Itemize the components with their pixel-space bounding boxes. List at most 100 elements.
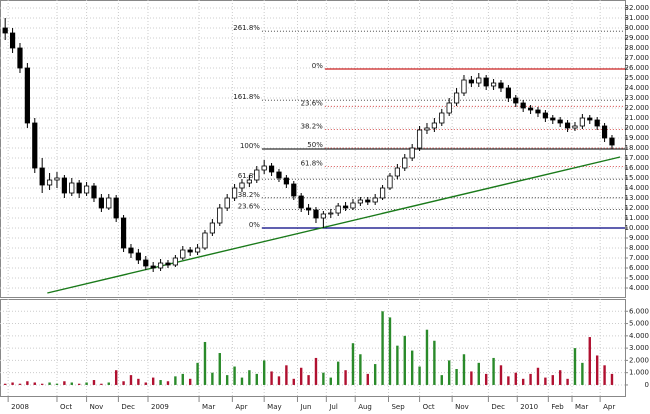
candle-body bbox=[542, 112, 548, 119]
candle-body bbox=[217, 207, 223, 224]
volume-bar bbox=[299, 367, 303, 385]
volume-bar bbox=[418, 366, 421, 385]
volume-bar bbox=[484, 373, 488, 385]
y-tick-label: 21.000 bbox=[625, 114, 650, 122]
volume-bar bbox=[292, 378, 295, 385]
candle-body bbox=[180, 249, 186, 259]
y-tick-label: 3.000 bbox=[629, 344, 649, 352]
y-tick-label: 25.000 bbox=[625, 74, 650, 82]
candle-body bbox=[135, 252, 141, 261]
volume-bar bbox=[144, 382, 147, 385]
y-tick-label: 6.000 bbox=[629, 307, 649, 315]
candle-body bbox=[357, 199, 363, 204]
candle-body bbox=[527, 107, 534, 111]
y-tick-label: 17.000 bbox=[625, 154, 650, 162]
candle-body bbox=[46, 179, 53, 186]
candle-body bbox=[439, 112, 445, 124]
candle-body bbox=[106, 197, 112, 209]
x-tick-label: Mar bbox=[575, 403, 588, 411]
y-tick-label: 30.000 bbox=[625, 24, 650, 32]
volume-bar bbox=[440, 375, 443, 385]
volume-bar bbox=[588, 337, 591, 385]
volume-bar bbox=[477, 362, 480, 385]
volume-bar bbox=[359, 354, 362, 385]
fib-label: 23.6% bbox=[238, 202, 261, 210]
x-tick-label: Feb bbox=[551, 403, 564, 411]
volume-bar bbox=[129, 375, 133, 385]
volume-bar bbox=[447, 360, 451, 385]
candle-body bbox=[453, 92, 460, 104]
candle-body bbox=[202, 232, 208, 249]
y-tick-label: 28.000 bbox=[625, 44, 650, 52]
candle-body bbox=[91, 185, 97, 199]
candle-body bbox=[446, 102, 452, 114]
volume-bar bbox=[151, 377, 155, 385]
y-tick-label: 7.000 bbox=[629, 254, 649, 262]
candle-body bbox=[187, 249, 193, 253]
fib-label: 38.2% bbox=[301, 122, 324, 130]
candle-body bbox=[490, 82, 497, 87]
candle-body bbox=[461, 79, 467, 94]
candle-body bbox=[61, 177, 67, 194]
volume-bar bbox=[40, 383, 44, 385]
volume-bar bbox=[566, 378, 569, 385]
volume-bar bbox=[373, 364, 377, 385]
y-tick-label: 5.000 bbox=[629, 274, 649, 282]
volume-bar bbox=[166, 381, 170, 385]
x-tick-label: May bbox=[267, 403, 281, 411]
volume-bar bbox=[203, 341, 207, 385]
y-tick-label: 27.000 bbox=[625, 54, 650, 62]
candle-body bbox=[172, 257, 178, 266]
volume-bar bbox=[270, 371, 273, 385]
volume-bar bbox=[470, 371, 473, 385]
volume-bar bbox=[196, 362, 199, 385]
candle-body bbox=[54, 177, 60, 181]
volume-bar bbox=[492, 357, 495, 385]
volume-bar bbox=[425, 329, 429, 385]
candle-body bbox=[283, 177, 289, 185]
x-tick-label: Oct bbox=[423, 403, 435, 411]
volume-bar bbox=[351, 343, 355, 385]
candle-body bbox=[239, 182, 245, 189]
candle-body bbox=[365, 199, 371, 203]
x-tick-label: Jun bbox=[299, 403, 311, 411]
volume-bar bbox=[277, 376, 281, 385]
candle-body bbox=[535, 109, 541, 114]
candle-body bbox=[601, 125, 608, 139]
candle-body bbox=[335, 205, 341, 214]
candle-body bbox=[83, 185, 90, 194]
y-tick-label: 1.000 bbox=[629, 369, 649, 377]
volume-bar bbox=[92, 380, 96, 385]
y-tick-label: 16.000 bbox=[625, 164, 650, 172]
volume-bar bbox=[573, 348, 577, 385]
volume-bar bbox=[211, 372, 214, 385]
x-tick-label: Nov bbox=[455, 403, 469, 411]
candle-body bbox=[98, 197, 104, 209]
y-tick-label: 4.000 bbox=[629, 284, 649, 292]
candle-body bbox=[424, 127, 430, 131]
y-tick-label: 18.000 bbox=[625, 144, 650, 152]
candle-body bbox=[416, 129, 423, 149]
y-tick-label: 20.000 bbox=[625, 124, 650, 132]
candle-body bbox=[587, 117, 593, 121]
candle-body bbox=[320, 213, 326, 219]
y-tick-label: 13.000 bbox=[625, 194, 650, 202]
volume-bar bbox=[70, 382, 73, 385]
volume-bar bbox=[551, 375, 554, 385]
x-tick-label: Sep bbox=[391, 403, 405, 411]
volume-bar bbox=[48, 382, 51, 385]
candle-body bbox=[150, 265, 156, 269]
candle-body bbox=[483, 77, 489, 87]
candle-body bbox=[2, 27, 8, 34]
candle-body bbox=[342, 205, 349, 209]
candle-body bbox=[564, 122, 571, 129]
candle-body bbox=[276, 171, 282, 179]
volume-bar bbox=[255, 373, 258, 385]
y-tick-label: 8.000 bbox=[629, 244, 649, 252]
x-tick-label: Jul bbox=[328, 403, 338, 411]
volume-bar bbox=[544, 377, 547, 385]
volume-bar bbox=[233, 366, 236, 385]
volume-bar bbox=[122, 381, 125, 385]
volume-bar bbox=[462, 354, 466, 385]
x-tick-label: Nov bbox=[90, 403, 104, 411]
